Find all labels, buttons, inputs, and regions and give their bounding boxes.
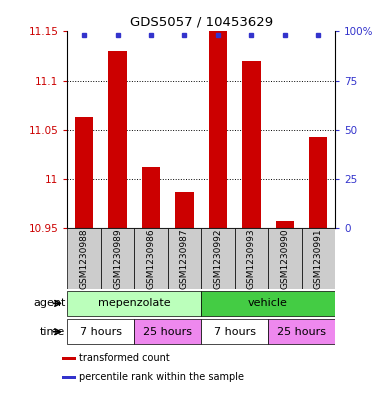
Bar <box>62 357 76 360</box>
Bar <box>276 221 294 228</box>
Text: 25 hours: 25 hours <box>143 327 192 337</box>
Text: GSM1230987: GSM1230987 <box>180 228 189 289</box>
Text: time: time <box>40 327 65 337</box>
Text: GSM1230986: GSM1230986 <box>146 228 156 289</box>
Text: GSM1230991: GSM1230991 <box>314 228 323 289</box>
Text: GSM1230988: GSM1230988 <box>80 228 89 289</box>
Bar <box>168 228 201 289</box>
Bar <box>62 376 76 379</box>
Bar <box>201 291 335 316</box>
Title: GDS5057 / 10453629: GDS5057 / 10453629 <box>130 16 273 29</box>
Bar <box>108 51 127 228</box>
Text: vehicle: vehicle <box>248 298 288 309</box>
Text: GSM1230990: GSM1230990 <box>280 228 289 289</box>
Bar <box>201 319 268 344</box>
Bar <box>201 228 234 289</box>
Text: 7 hours: 7 hours <box>214 327 256 337</box>
Text: GSM1230993: GSM1230993 <box>247 228 256 289</box>
Text: mepenzolate: mepenzolate <box>98 298 171 309</box>
Bar <box>209 31 227 228</box>
Bar <box>75 117 93 228</box>
Bar <box>134 228 168 289</box>
Text: transformed count: transformed count <box>79 353 169 363</box>
Text: 25 hours: 25 hours <box>277 327 326 337</box>
Bar <box>134 319 201 344</box>
Text: GSM1230989: GSM1230989 <box>113 228 122 289</box>
Bar <box>67 291 201 316</box>
Text: 7 hours: 7 hours <box>80 327 122 337</box>
Bar <box>242 61 261 228</box>
Bar <box>309 137 327 228</box>
Bar <box>268 319 335 344</box>
Text: GSM1230992: GSM1230992 <box>213 229 223 289</box>
Text: agent: agent <box>33 298 65 309</box>
Bar <box>268 228 301 289</box>
Text: percentile rank within the sample: percentile rank within the sample <box>79 372 244 382</box>
Bar <box>234 228 268 289</box>
Bar <box>101 228 134 289</box>
Bar <box>142 167 160 228</box>
Bar <box>175 192 194 228</box>
Bar <box>67 319 134 344</box>
Bar <box>301 228 335 289</box>
Bar <box>67 228 101 289</box>
